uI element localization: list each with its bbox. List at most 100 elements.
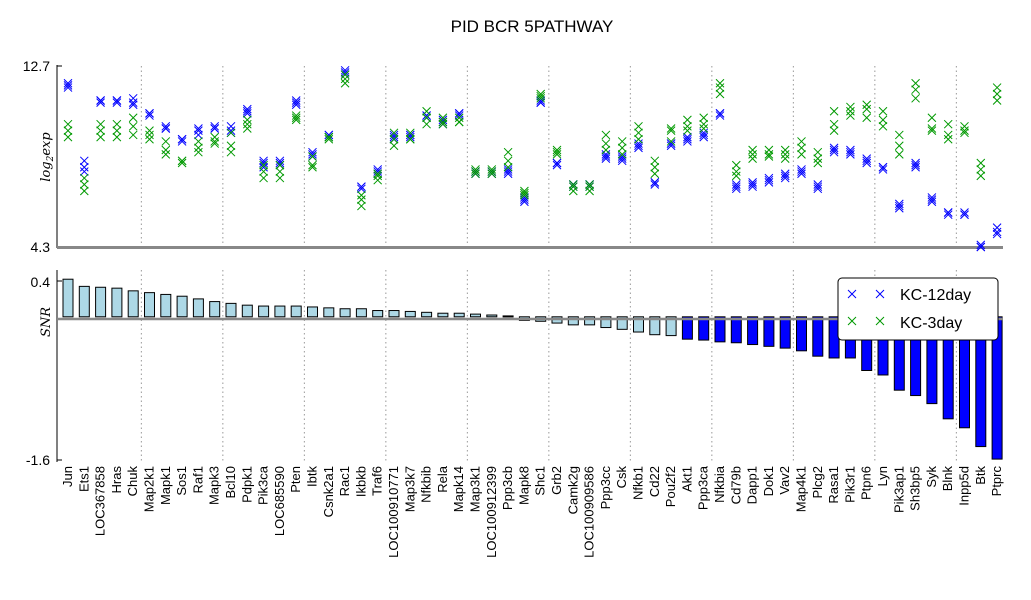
point-kc-12day bbox=[454, 111, 464, 120]
point-kc-3day bbox=[862, 104, 872, 114]
point-kc-3day bbox=[536, 89, 546, 99]
point-kc-12day bbox=[161, 124, 171, 133]
point-kc-3day bbox=[96, 119, 105, 129]
point-kc-12day bbox=[259, 162, 268, 172]
point-kc-12day bbox=[520, 195, 529, 204]
point-kc-12day bbox=[960, 210, 969, 220]
point-kc-3day bbox=[813, 147, 823, 157]
point-kc-12day bbox=[340, 65, 350, 75]
gene-label: Mapk8 bbox=[516, 466, 531, 505]
point-kc-12day bbox=[650, 180, 660, 189]
point-kc-12day bbox=[943, 210, 953, 220]
snr-bar bbox=[339, 308, 351, 318]
snr-bar bbox=[258, 305, 270, 318]
snr-bar bbox=[616, 316, 628, 330]
point-kc-3day bbox=[894, 141, 904, 151]
point-kc-12day bbox=[715, 111, 725, 120]
gene-label: Traf6 bbox=[370, 466, 385, 496]
point-kc-3day bbox=[552, 145, 562, 155]
point-kc-12day bbox=[911, 160, 920, 170]
point-kc-3day bbox=[324, 134, 334, 144]
point-kc-12day bbox=[699, 130, 709, 140]
bottom-grid bbox=[140, 270, 957, 462]
point-kc-3day bbox=[846, 106, 855, 116]
gene-label: Ibtk bbox=[305, 466, 320, 487]
point-kc-3day bbox=[780, 154, 790, 164]
point-kc-3day bbox=[683, 121, 692, 131]
gene-label: LOC100912399 bbox=[484, 466, 499, 558]
point-kc-12day bbox=[552, 160, 562, 170]
point-kc-3day bbox=[731, 171, 741, 181]
scatter-marks bbox=[63, 65, 1002, 252]
point-kc-12day bbox=[813, 182, 823, 192]
gene-label: LOC100910771 bbox=[386, 466, 401, 558]
chart-title: PID BCR 5PATHWAY bbox=[451, 17, 614, 36]
point-kc-3day bbox=[666, 137, 676, 146]
point-kc-12day bbox=[373, 167, 383, 176]
point-kc-12day bbox=[63, 78, 73, 88]
point-kc-12day bbox=[878, 165, 888, 174]
point-kc-3day bbox=[992, 96, 1002, 105]
point-kc-12day bbox=[275, 158, 285, 168]
top-grid bbox=[140, 66, 957, 247]
point-kc-3day bbox=[340, 78, 350, 88]
point-kc-3day bbox=[797, 149, 806, 159]
point-kc-3day bbox=[275, 173, 285, 183]
point-kc-3day bbox=[911, 78, 920, 88]
point-kc-3day bbox=[389, 141, 399, 151]
point-kc-12day bbox=[715, 109, 725, 118]
point-kc-12day bbox=[177, 134, 187, 144]
point-kc-12day bbox=[797, 165, 806, 174]
point-kc-12day bbox=[976, 242, 986, 252]
point-kc-3day bbox=[177, 156, 187, 166]
point-kc-12day bbox=[846, 147, 855, 157]
gene-label: Ppp3cb bbox=[500, 466, 515, 510]
point-kc-12day bbox=[666, 141, 676, 151]
point-kc-12day bbox=[503, 167, 513, 176]
snr-bar bbox=[372, 310, 384, 318]
point-kc-12day bbox=[683, 134, 692, 144]
point-kc-3day bbox=[568, 180, 578, 189]
point-kc-3day bbox=[422, 106, 431, 116]
top-ytick-label-min: 4.3 bbox=[31, 239, 51, 255]
point-kc-12day bbox=[666, 139, 676, 148]
snr-bar bbox=[633, 316, 644, 333]
gene-label: Nfkbia bbox=[712, 465, 727, 503]
point-kc-3day bbox=[617, 149, 627, 159]
point-kc-3day bbox=[373, 171, 383, 181]
point-kc-3day bbox=[666, 124, 676, 133]
point-kc-3day bbox=[960, 126, 969, 135]
snr-bar bbox=[665, 316, 677, 337]
point-kc-3day bbox=[960, 128, 969, 138]
point-kc-3day bbox=[291, 113, 301, 123]
point-kc-3day bbox=[862, 113, 872, 123]
bottom-ytick-label-min: -1.6 bbox=[26, 452, 50, 468]
snr-bar bbox=[225, 302, 237, 318]
gene-label: Ptpn6 bbox=[859, 466, 874, 500]
gene-label: Hras bbox=[109, 466, 124, 494]
point-kc-12day bbox=[894, 201, 904, 211]
point-kc-12day bbox=[617, 152, 627, 161]
snr-bar bbox=[763, 316, 775, 347]
point-kc-3day bbox=[829, 106, 839, 116]
point-kc-3day bbox=[161, 137, 171, 146]
snr-bar bbox=[437, 312, 449, 318]
top-ylabel-main: log bbox=[39, 161, 54, 181]
snr-bar bbox=[421, 311, 433, 318]
gene-label: Pik3ca bbox=[256, 465, 271, 505]
point-kc-3day bbox=[650, 162, 660, 172]
point-kc-12day bbox=[291, 98, 301, 107]
gene-label: Csk bbox=[614, 466, 629, 489]
snr-bar bbox=[388, 310, 400, 318]
point-kc-3day bbox=[340, 74, 350, 84]
point-kc-3day bbox=[454, 117, 464, 127]
legend-box bbox=[837, 277, 999, 341]
gene-label: Cd79b bbox=[728, 466, 743, 504]
point-kc-3day bbox=[128, 121, 138, 131]
bottom-ylabel: SNR bbox=[39, 307, 54, 337]
point-kc-12day bbox=[650, 178, 660, 187]
point-kc-3day bbox=[422, 113, 431, 123]
point-kc-3day bbox=[357, 190, 366, 200]
point-kc-3day bbox=[797, 143, 806, 153]
